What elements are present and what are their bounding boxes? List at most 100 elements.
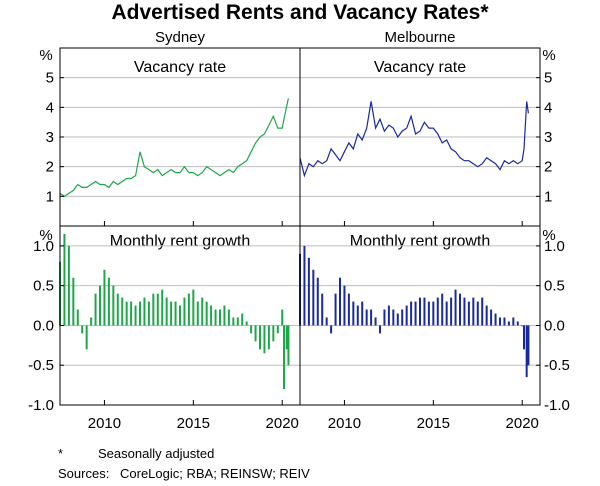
bar-sydney [139,301,141,326]
bar-sydney [170,301,173,326]
bar-sydney [187,293,190,326]
chart-title: Advertised Rents and Vacancy Rates* [112,1,490,24]
ytick-label-right: 5 [544,70,552,87]
bar-melbourne [432,301,435,326]
bar-melbourne [325,317,328,326]
bar-sydney [214,309,217,326]
bar-melbourne [414,301,417,326]
bar-melbourne [516,321,519,326]
bar-melbourne [490,309,493,326]
bar-melbourne [316,277,319,326]
ytick-label-left: -1.0 [28,397,54,414]
ytick-label-right: 1.0 [544,238,565,255]
ytick-label-left: 0.5 [33,278,54,295]
ytick-label-left: 2 [46,159,54,176]
bar-sydney [196,301,199,326]
unit-label-bottom-right: % [542,227,555,244]
xtick-label: 2015 [177,415,210,432]
bar-sydney [281,309,284,326]
bar-sydney [272,325,275,342]
bar-melbourne [365,309,368,326]
bar-sydney [116,293,119,326]
bar-melbourne [454,289,457,326]
bar-sydney [152,293,155,326]
bar-sydney [99,285,101,326]
bar-sydney [241,313,244,326]
panel-title-rent-sydney: Monthly rent growth [110,233,251,250]
footnote-text: Seasonally adjusted [98,446,215,461]
sources-row: Sources: CoreLogic; RBA; REINSW; REIV [58,464,310,484]
bar-melbourne [370,309,373,326]
bar-sydney [179,305,181,326]
bar-melbourne [445,301,448,326]
bar-melbourne [303,245,306,326]
bar-sydney [94,293,97,326]
bar-melbourne [481,297,484,326]
ytick-label-right: 1 [544,188,552,205]
bar-melbourne [527,325,530,366]
bar-sydney [125,301,128,326]
xtick-label: 2010 [328,415,361,432]
bar-sydney [107,277,110,326]
bar-melbourne [361,301,364,326]
bar-melbourne [463,297,466,326]
ytick-label-right: 3 [544,129,552,146]
bar-sydney [283,325,285,390]
bar-melbourne [427,301,430,326]
bar-melbourne [450,297,453,326]
bar-sydney [210,305,213,326]
bar-melbourne [494,313,497,326]
bar-melbourne [405,305,408,326]
bar-melbourne [476,301,479,326]
ytick-label-left: 3 [46,129,54,146]
bar-sydney [250,325,253,334]
footnote-row: * Seasonally adjusted [58,444,310,464]
unit-label-top-right: % [542,47,555,64]
bar-melbourne [321,293,324,326]
ytick-label-left: 0.0 [33,317,54,334]
ytick-label-left: 1 [46,188,54,205]
bar-sydney [165,297,168,326]
ytick-label-left: 5 [46,70,54,87]
bar-melbourne [441,293,444,326]
ytick-label-right: 0.5 [544,278,565,295]
bar-sydney [201,297,204,326]
bar-sydney [143,297,146,326]
bar-melbourne [392,309,395,326]
panel-title-vacancy-melbourne: Vacancy rate [374,59,466,76]
bar-sydney [227,309,230,326]
bar-melbourne [334,293,337,326]
bar-sydney [112,285,115,326]
bar-sydney [245,321,248,326]
footnote-marker: * [58,446,64,461]
bar-sydney [85,325,88,350]
bar-melbourne [343,285,346,326]
bar-melbourne [312,269,315,326]
bar-melbourne [459,293,461,326]
bar-sydney [156,293,159,326]
unit-label-bottom-left: % [39,227,52,244]
bar-melbourne [330,325,333,334]
bar-melbourne [485,305,488,326]
bar-sydney [236,317,239,326]
bar-melbourne [374,317,377,326]
bar-sydney [63,233,66,326]
xtick-label: 2015 [417,415,450,432]
xtick-label: 2020 [266,415,299,432]
sources-label: Sources: [58,466,110,481]
column-label-melbourne: Melbourne [385,29,456,46]
bar-sydney [183,297,186,326]
bar-melbourne [525,325,528,378]
notes: * Seasonally adjusted Sources: CoreLogic… [58,444,310,484]
bar-sydney [205,301,208,326]
ytick-label-right: -1.0 [544,397,570,414]
bar-melbourne [410,301,413,326]
xtick-label: 2020 [506,415,539,432]
sources-text: CoreLogic; RBA; REINSW; REIV [120,466,310,481]
bar-sydney [81,325,84,334]
bar-sydney [254,325,257,342]
series-line-melbourne [299,101,529,178]
bar-melbourne [396,313,399,326]
bar-melbourne [499,317,501,326]
panel-title-rent-melbourne: Monthly rent growth [350,233,491,250]
